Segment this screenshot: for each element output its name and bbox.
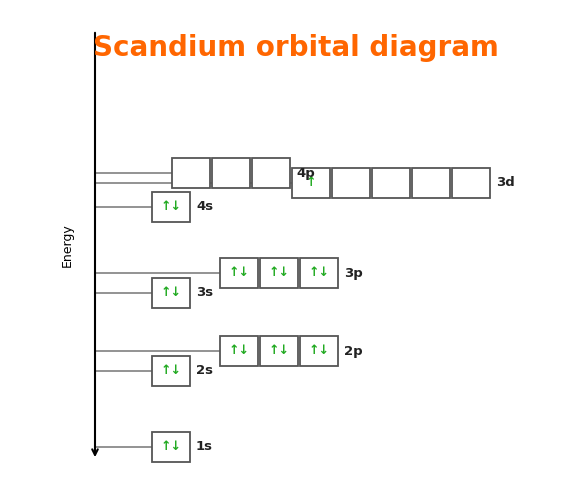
Bar [452,168,490,198]
Bar [152,432,190,462]
Text: ↑: ↑ [306,176,316,189]
Bar [152,192,190,222]
Text: ↑↓: ↑↓ [229,267,250,280]
Bar [152,356,190,386]
Text: ↑↓: ↑↓ [308,345,329,358]
Bar [332,168,370,198]
Text: ↑↓: ↑↓ [161,200,181,213]
Bar [220,258,258,288]
Text: 3d: 3d [496,176,515,189]
Text: Energy: Energy [60,223,74,267]
Text: ↑↓: ↑↓ [308,267,329,280]
Text: 2p: 2p [344,345,363,358]
Text: Scandium orbital diagram: Scandium orbital diagram [93,34,499,62]
Bar [292,168,330,198]
Text: ↑↓: ↑↓ [161,365,181,377]
Bar [152,278,190,308]
Text: ↑↓: ↑↓ [161,440,181,453]
Bar [372,168,410,198]
Text: 4p: 4p [296,166,315,179]
Text: 1s: 1s [196,440,213,453]
Text: ↑↓: ↑↓ [268,267,290,280]
Text: 3s: 3s [196,287,213,300]
Bar [300,258,338,288]
Bar [172,158,210,188]
Bar [300,336,338,366]
Text: 2s: 2s [196,365,213,377]
Bar [252,158,290,188]
Text: ↑↓: ↑↓ [229,345,250,358]
Bar [260,336,298,366]
Text: ↑↓: ↑↓ [268,345,290,358]
Text: ↑↓: ↑↓ [161,287,181,300]
Text: 3p: 3p [344,267,363,280]
Text: 4s: 4s [196,200,213,213]
Bar [220,336,258,366]
Bar [412,168,450,198]
Bar [260,258,298,288]
Bar [212,158,250,188]
